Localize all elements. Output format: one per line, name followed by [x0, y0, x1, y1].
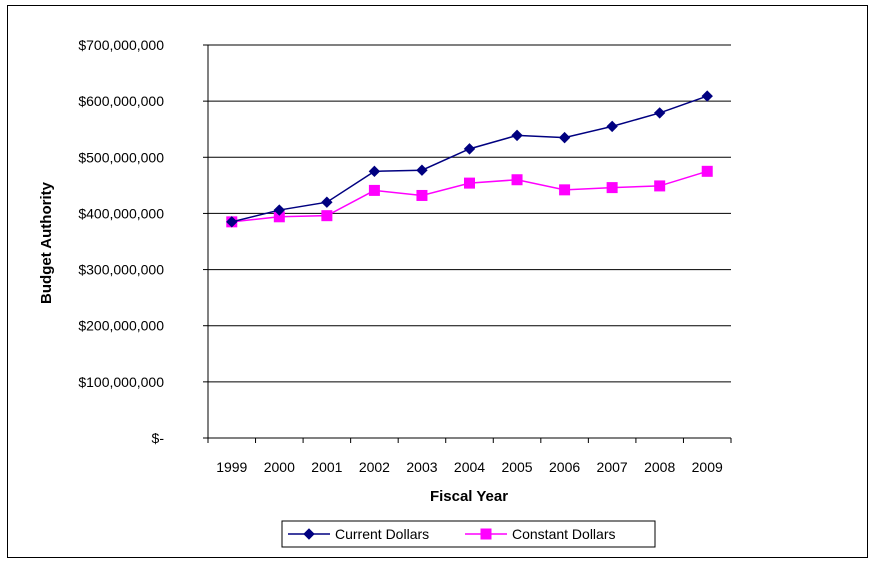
y-tick-label: $400,000,000 — [78, 205, 164, 221]
x-tick-label: 2006 — [549, 459, 580, 475]
x-tick-label: 2001 — [311, 459, 342, 475]
series-current-dollars — [226, 90, 713, 228]
data-point — [653, 107, 666, 119]
x-axis-title: Fiscal Year — [430, 488, 508, 505]
legend-item: Current Dollars — [288, 526, 429, 542]
axes — [203, 44, 732, 443]
x-tick-label: 1999 — [216, 459, 247, 475]
legend-label: Current Dollars — [335, 526, 429, 542]
x-tick-labels: 1999 2000 2001 2002 2003 2004 2005 2006 2007 2008… — [216, 459, 723, 475]
y-axis-title: Budget Authority — [38, 181, 55, 304]
data-point — [368, 165, 381, 178]
y-tick-label: $500,000,000 — [78, 149, 164, 165]
series-line — [231, 95, 708, 223]
data-point — [463, 143, 476, 155]
y-tick-labels: $- $100,000,000 $200,000,000 $300,000,000 $4… — [78, 37, 164, 446]
x-tick-label: 2000 — [264, 459, 295, 475]
data-point — [464, 177, 475, 189]
data-point — [416, 164, 428, 176]
chart-frame — [7, 5, 868, 558]
x-tick-label: 2008 — [644, 459, 675, 475]
data-point — [511, 174, 523, 186]
legend-marker — [303, 528, 315, 540]
data-point — [416, 189, 428, 201]
data-point — [559, 184, 571, 196]
data-point — [321, 210, 333, 222]
legend-item: Constant Dollars — [465, 526, 616, 542]
data-point — [606, 182, 618, 194]
data-point — [701, 90, 713, 102]
x-tick-label: 2005 — [501, 459, 532, 475]
data-point — [226, 216, 238, 228]
data-point — [701, 165, 713, 177]
x-tick-label: 2004 — [454, 459, 485, 475]
series-layer — [226, 90, 713, 228]
x-tick-label: 2003 — [406, 459, 437, 475]
y-tick-label: $- — [152, 430, 165, 446]
y-tick-label: $700,000,000 — [78, 37, 164, 53]
legend-marker — [480, 528, 492, 540]
data-point — [558, 131, 571, 144]
data-point — [606, 120, 618, 133]
y-tick-label: $100,000,000 — [78, 374, 164, 390]
legend: Current Dollars Constant Dollars — [281, 520, 656, 548]
x-tick-label: 2002 — [359, 459, 390, 475]
x-tick-label: 2007 — [597, 459, 628, 475]
x-tick-label: 2009 — [692, 459, 723, 475]
legend-label: Constant Dollars — [512, 526, 616, 542]
series-constant-dollars — [226, 165, 713, 228]
y-tick-label: $300,000,000 — [78, 262, 164, 278]
y-tick-label: $600,000,000 — [78, 93, 164, 109]
data-point — [368, 184, 380, 196]
data-point — [321, 196, 333, 208]
data-point — [511, 129, 523, 142]
data-point — [654, 180, 666, 192]
data-point — [273, 204, 286, 216]
gridlines — [208, 44, 731, 383]
y-tick-label: $200,000,000 — [78, 318, 164, 334]
